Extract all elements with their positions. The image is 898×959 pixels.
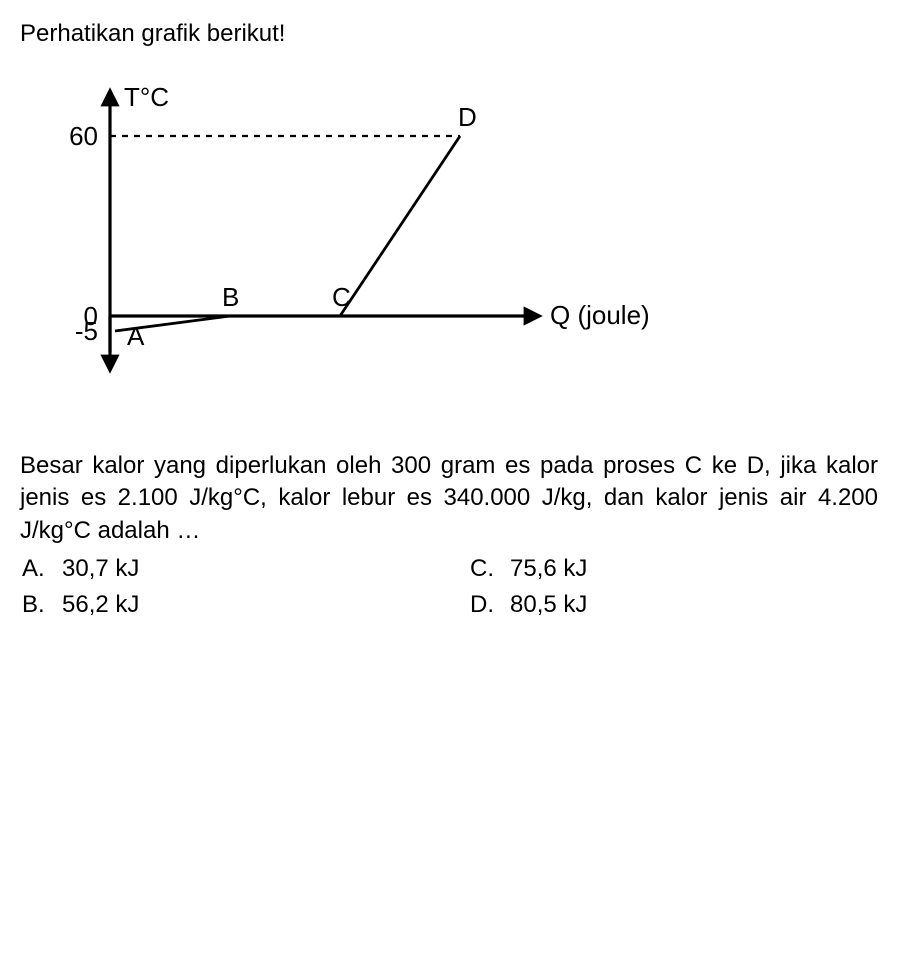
option-d-letter: D. [470, 587, 498, 623]
option-b-text: 56,2 kJ [62, 587, 139, 623]
question-body: Besar kalor yang diperlukan oleh 300 gra… [20, 450, 878, 547]
option-a: A. 30,7 kJ [22, 551, 430, 587]
option-d: D. 80,5 kJ [470, 587, 878, 623]
svg-text:60: 60 [69, 121, 98, 151]
option-c-text: 75,6 kJ [510, 551, 587, 587]
svg-text:T°C: T°C [124, 82, 169, 112]
option-a-letter: A. [22, 551, 50, 587]
answer-options: A. 30,7 kJ C. 75,6 kJ B. 56,2 kJ D. 80,5… [20, 551, 878, 623]
option-b-letter: B. [22, 587, 50, 623]
svg-text:D: D [458, 102, 477, 132]
svg-text:C: C [332, 282, 351, 312]
svg-text:-5: -5 [75, 316, 98, 346]
svg-text:B: B [222, 282, 239, 312]
temperature-heat-chart: T°CQ (joule)600-5ABCD [40, 56, 660, 436]
option-c-letter: C. [470, 551, 498, 587]
option-a-text: 30,7 kJ [62, 551, 139, 587]
chart-svg: T°CQ (joule)600-5ABCD [40, 56, 660, 436]
svg-text:Q (joule): Q (joule) [550, 300, 650, 330]
option-b: B. 56,2 kJ [22, 587, 430, 623]
svg-text:A: A [127, 321, 145, 351]
option-d-text: 80,5 kJ [510, 587, 587, 623]
option-c: C. 75,6 kJ [470, 551, 878, 587]
question-heading: Perhatikan grafik berikut! [20, 20, 878, 48]
